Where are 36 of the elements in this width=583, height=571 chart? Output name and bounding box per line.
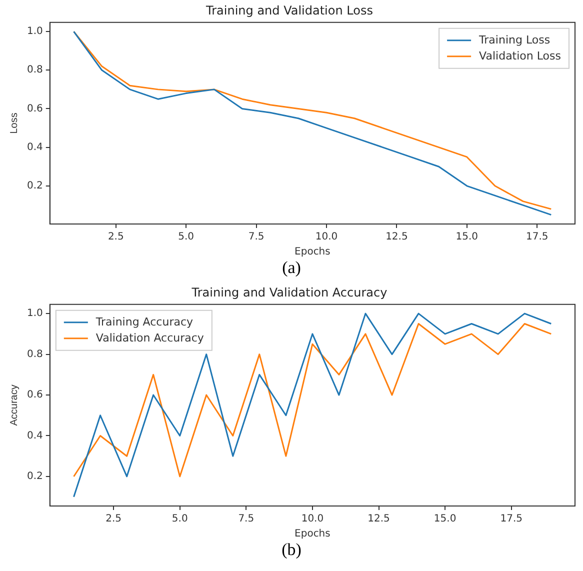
x-tick-label: 12.5 <box>368 514 390 525</box>
x-tick-label: 5.0 <box>178 232 194 243</box>
legend-label: Training Accuracy <box>94 315 194 328</box>
legend-label: Validation Loss <box>479 49 562 62</box>
y-tick-label: 0.6 <box>26 390 43 401</box>
x-tick-label: 15.0 <box>456 232 478 243</box>
y-axis-title: Accuracy <box>8 384 20 426</box>
x-tick-label: 12.5 <box>386 232 408 243</box>
chart-title: Training and Validation Loss <box>205 3 373 18</box>
y-tick-label: 0.4 <box>26 430 43 442</box>
y-tick-label: 1.0 <box>26 26 43 38</box>
text: (a) <box>281 258 302 279</box>
legend-label: Validation Accuracy <box>96 331 204 344</box>
y-axis-title: Loss <box>8 112 20 134</box>
x-tick-label: 17.5 <box>500 514 522 525</box>
text: (b) <box>280 540 302 561</box>
y-tick-label: 0.8 <box>26 64 43 76</box>
x-tick-label: 15.0 <box>434 514 456 525</box>
x-tick-label: 7.5 <box>238 514 254 525</box>
x-axis-title: Epochs <box>294 246 330 258</box>
y-tick-label: 0.2 <box>26 180 43 192</box>
x-tick-label: 10.0 <box>315 232 338 243</box>
y-tick-label: 0.6 <box>26 103 43 114</box>
x-tick-label: 7.5 <box>248 232 264 243</box>
y-tick-label: 1.0 <box>26 308 43 320</box>
x-tick-label: 10.0 <box>301 514 324 525</box>
x-tick-label: 2.5 <box>108 232 124 243</box>
y-tick-label: 0.2 <box>26 471 43 482</box>
x-tick-label: 5.0 <box>172 514 188 525</box>
y-tick-label: 0.4 <box>26 142 43 153</box>
x-tick-label: 2.5 <box>106 514 122 525</box>
legend-label: Training Loss <box>478 33 550 46</box>
chart-title: Training and Validation Accuracy <box>190 285 388 300</box>
y-tick-label: 0.8 <box>26 348 43 360</box>
x-axis-title: Epochs <box>294 528 330 540</box>
x-tick-label: 17.5 <box>526 232 548 243</box>
